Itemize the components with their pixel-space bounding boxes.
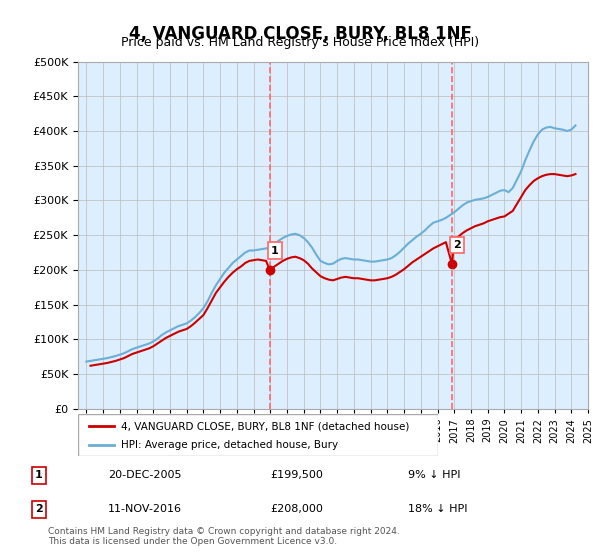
Text: HPI: Average price, detached house, Bury: HPI: Average price, detached house, Bury (121, 440, 338, 450)
Text: £199,500: £199,500 (270, 470, 323, 480)
Text: Price paid vs. HM Land Registry's House Price Index (HPI): Price paid vs. HM Land Registry's House … (121, 36, 479, 49)
Text: 4, VANGUARD CLOSE, BURY, BL8 1NF (detached house): 4, VANGUARD CLOSE, BURY, BL8 1NF (detach… (121, 421, 410, 431)
FancyBboxPatch shape (78, 414, 438, 456)
Text: £208,000: £208,000 (270, 505, 323, 514)
Text: 1: 1 (271, 246, 278, 256)
Text: 20-DEC-2005: 20-DEC-2005 (108, 470, 182, 480)
Text: 2: 2 (35, 505, 43, 514)
Text: 18% ↓ HPI: 18% ↓ HPI (408, 505, 467, 514)
Text: 11-NOV-2016: 11-NOV-2016 (108, 505, 182, 514)
Text: 4, VANGUARD CLOSE, BURY, BL8 1NF: 4, VANGUARD CLOSE, BURY, BL8 1NF (128, 25, 472, 43)
Text: 1: 1 (35, 470, 43, 480)
Text: 2: 2 (453, 240, 461, 250)
Text: 9% ↓ HPI: 9% ↓ HPI (408, 470, 461, 480)
Text: Contains HM Land Registry data © Crown copyright and database right 2024.
This d: Contains HM Land Registry data © Crown c… (48, 526, 400, 546)
